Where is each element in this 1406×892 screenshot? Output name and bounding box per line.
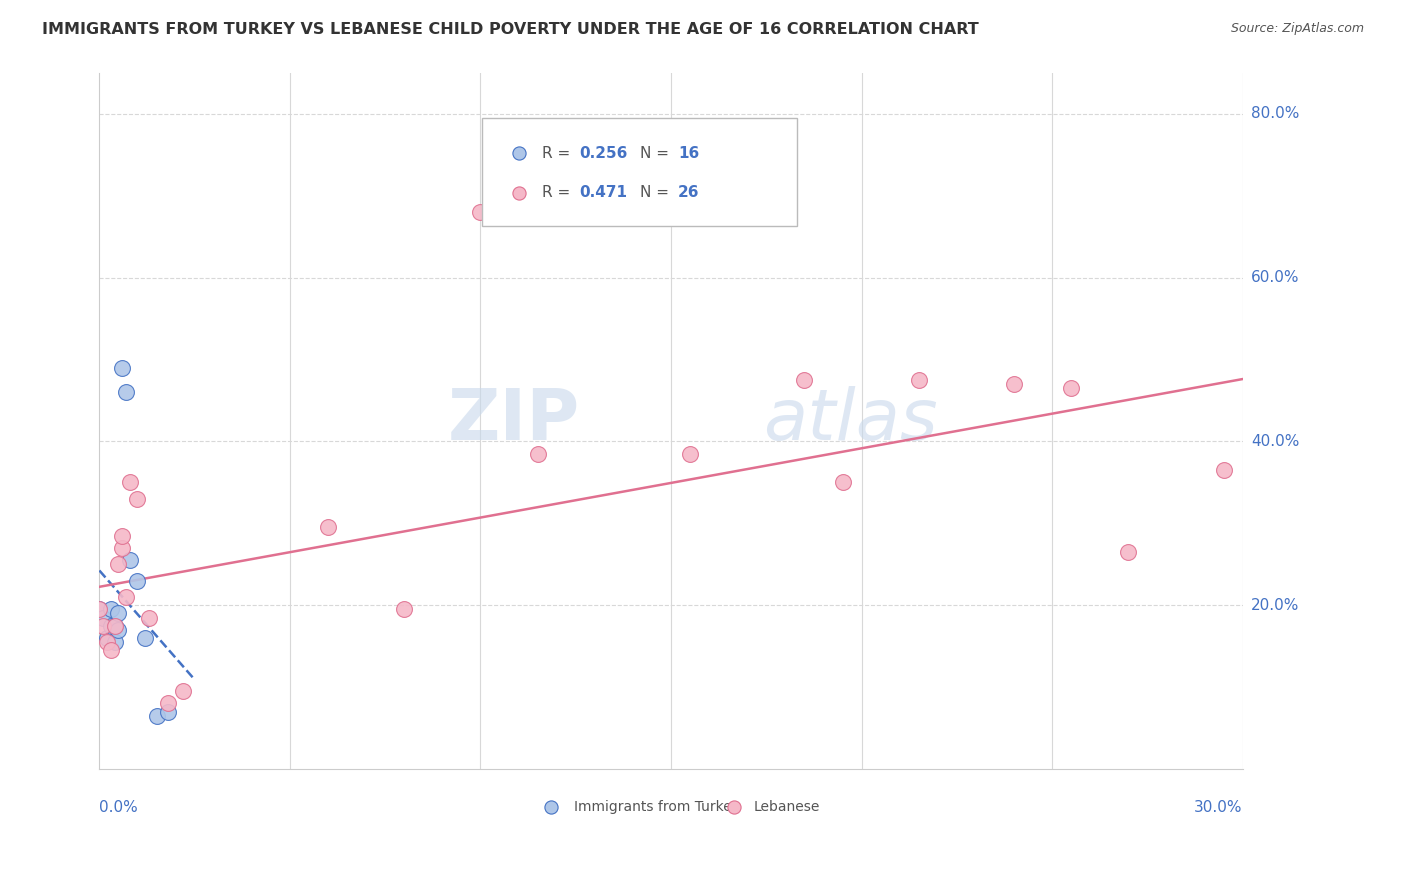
Point (526, 447, 548, 461)
Text: 16: 16 (678, 145, 699, 161)
Point (138, 610, 160, 624)
Point (111, 541, 134, 555)
Point (118, 475, 141, 490)
Point (1212, 463, 1234, 477)
Point (145, 708, 167, 723)
Text: 0.471: 0.471 (579, 186, 627, 200)
Point (104, 618, 127, 632)
Point (156, 697, 179, 711)
Point (1060, 381, 1083, 395)
Text: R =: R = (541, 186, 575, 200)
Point (89, 602, 111, 616)
Point (107, 623, 129, 637)
Text: 30.0%: 30.0% (1194, 799, 1243, 814)
Text: 80.0%: 80.0% (1251, 106, 1299, 121)
Point (316, 520, 339, 534)
Point (127, 574, 149, 588)
Point (1118, 545, 1140, 559)
Point (470, 205, 492, 219)
Point (115, 385, 138, 400)
Point (1002, 377, 1025, 392)
Text: R =: R = (541, 145, 575, 161)
Point (115, 590, 138, 604)
Text: Source: ZipAtlas.com: Source: ZipAtlas.com (1230, 22, 1364, 36)
Point (96, 631, 118, 645)
Text: 60.0%: 60.0% (1251, 270, 1299, 285)
Point (907, 373, 929, 387)
Text: 0.0%: 0.0% (100, 799, 138, 814)
Point (111, 528, 134, 542)
Text: 0.256: 0.256 (579, 145, 628, 161)
Point (831, 475, 853, 490)
Text: 20.0%: 20.0% (1251, 598, 1299, 613)
Text: Immigrants from Turkey: Immigrants from Turkey (574, 800, 740, 814)
Point (394, 602, 416, 616)
Text: ZIP: ZIP (447, 386, 579, 456)
Point (118, 553, 141, 567)
Text: IMMIGRANTS FROM TURKEY VS LEBANESE CHILD POVERTY UNDER THE AGE OF 16 CORRELATION: IMMIGRANTS FROM TURKEY VS LEBANESE CHILD… (42, 22, 979, 37)
Point (107, 607, 129, 621)
Point (91, 618, 114, 632)
Point (107, 558, 129, 572)
Point (96, 635, 118, 649)
Point (100, 618, 122, 632)
Point (104, 618, 127, 632)
Point (156, 705, 179, 719)
Text: N =: N = (640, 145, 673, 161)
FancyBboxPatch shape (482, 119, 797, 226)
Point (104, 635, 127, 649)
Point (100, 602, 122, 616)
Point (172, 684, 194, 698)
Point (793, 373, 815, 387)
Text: 26: 26 (678, 186, 699, 200)
Point (100, 643, 122, 657)
Point (111, 360, 134, 375)
Point (91, 610, 114, 624)
Point (679, 447, 702, 461)
Text: 40.0%: 40.0% (1251, 434, 1299, 449)
Point (127, 491, 149, 506)
Point (134, 631, 156, 645)
Text: atlas: atlas (762, 386, 938, 456)
Text: Lebanese: Lebanese (754, 800, 820, 814)
Point (89, 602, 111, 616)
Text: N =: N = (640, 186, 673, 200)
